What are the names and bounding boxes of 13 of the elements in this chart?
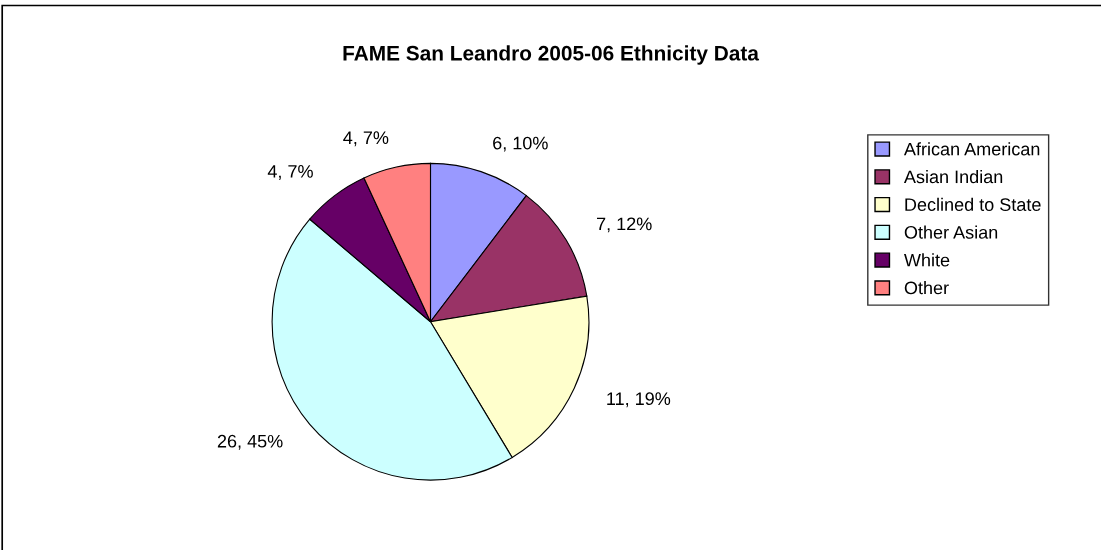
data-label: 26, 45% <box>217 434 283 450</box>
data-label: 4, 7% <box>343 131 389 147</box>
legend-label: White <box>904 253 950 267</box>
legend-label: Other <box>904 281 949 295</box>
chart-title: FAME San Leandro 2005-06 Ethnicity Data <box>343 45 760 65</box>
legend-label: African American <box>903 142 1040 156</box>
legend-label: Asian Indian <box>903 169 1003 184</box>
legend-label: Declined to State <box>905 197 1041 212</box>
data-label: 11, 19% <box>607 392 671 408</box>
legend-label: Other Asian <box>904 225 998 239</box>
data-label: 6, 10% <box>493 136 548 152</box>
data-label: 4, 7% <box>267 165 313 180</box>
data-label: 7, 12% <box>597 217 652 233</box>
